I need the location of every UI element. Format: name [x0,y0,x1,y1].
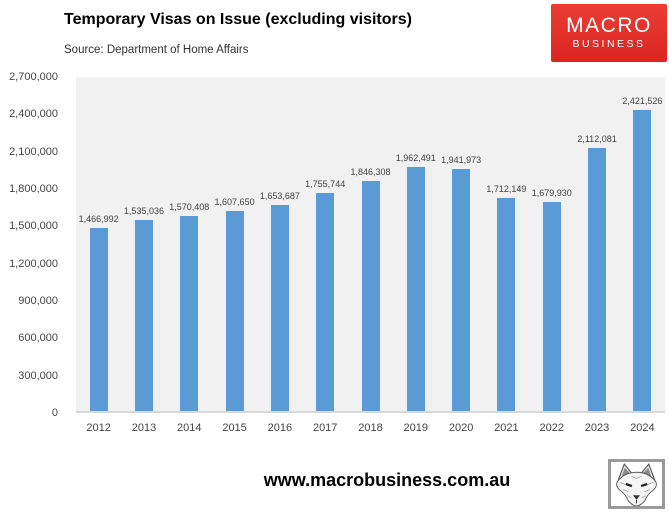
bar-2023 [588,148,607,411]
y-tick-label: 900,000 [18,295,58,307]
bar-2019 [406,166,425,411]
bar-value-label: 1,535,036 [123,205,164,216]
bar-chart: 0 300,000 600,000 900,000 1,200,000 1,500,000… [9,71,665,434]
y-tick-label: 2,400,000 [9,108,58,121]
bar-value-label: 1,466,992 [78,214,119,225]
y-tick-label: 0 [51,407,58,419]
bar-value-label: 1,679,930 [531,187,572,198]
x-tick-label: 2021 [494,422,519,434]
logo-text-macro: MACRO [566,14,652,37]
bar-2013 [134,219,153,411]
chart-source: Source: Department of Home Affairs [64,44,249,56]
y-tick-label: 1,500,000 [9,220,58,233]
macrobusiness-logo: MACRO BUSINESS [551,4,667,62]
plot-area: 1,466,992 1,535,036 1,570,408 1,607,650 1,65… [76,77,665,413]
bar-2015 [225,210,244,411]
x-tick-label: 2024 [630,422,655,434]
x-tick-label: 2015 [222,422,247,434]
bar-2016 [270,205,289,411]
bar-value-label: 1,846,308 [350,167,391,178]
bar-value-label: 1,712,149 [486,183,527,194]
bar-2018 [361,181,380,411]
bar-2024 [633,109,652,411]
bar-value-label: 2,421,526 [622,95,663,106]
bar-value-label: 1,941,973 [441,155,482,166]
bar-2022 [542,201,561,411]
bar-value-label: 1,607,650 [214,196,255,207]
y-tick-label: 1,200,000 [9,257,58,270]
fox-sketch-icon [616,463,657,506]
x-tick-label: 2023 [584,422,610,434]
bar-2020 [452,169,471,411]
bar-2012 [89,228,108,411]
fox-logo [608,459,665,509]
y-tick-label: 300,000 [18,369,58,382]
x-tick-label: 2017 [312,422,338,434]
x-tick-label: 2016 [267,422,293,434]
bar-2017 [316,192,335,411]
x-tick-label: 2019 [403,422,429,434]
bar-2021 [497,197,516,411]
y-tick-label: 1,800,000 [9,183,58,195]
x-tick-label: 2014 [177,422,202,434]
bar-2014 [180,215,199,411]
x-tick-label: 2022 [539,422,564,434]
x-tick-label: 2020 [448,422,474,434]
x-tick-label: 2012 [86,422,111,434]
bar-value-label: 1,755,744 [305,178,346,189]
y-tick-label: 2,700,000 [9,71,58,83]
x-tick-label: 2018 [358,422,383,434]
bar-value-label: 1,570,408 [169,201,210,212]
logo-text-business: BUSINESS [572,38,646,50]
y-tick-label: 600,000 [18,332,58,345]
bar-value-label: 1,653,687 [259,191,300,202]
bar-value-label: 1,962,491 [395,152,436,163]
bar-value-label: 2,112,081 [577,134,617,145]
website-url: www.macrobusiness.com.au [263,470,511,490]
chart-title: Temporary Visas on Issue (excluding visi… [64,11,412,28]
y-tick-label: 2,100,000 [9,145,58,158]
x-tick-label: 2013 [131,422,157,434]
